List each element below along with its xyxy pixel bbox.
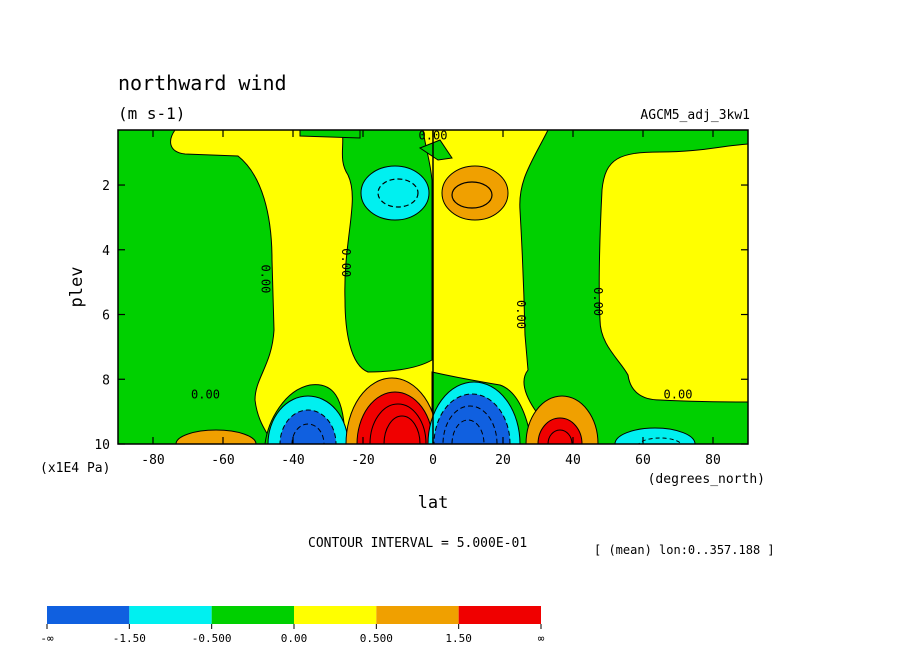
x-tick-label: 60: [635, 453, 651, 468]
legend-label: 1.50: [445, 632, 472, 645]
contour-label: 0.00: [339, 248, 353, 277]
jet-red-tropics-s-c2: [383, 415, 421, 444]
legend-label: -∞: [40, 632, 54, 645]
legend-label: ∞: [538, 632, 545, 645]
jet-blue-sh-inner: [291, 423, 325, 444]
contour-label: 0.00: [259, 264, 273, 293]
x-tick-label: -80: [141, 453, 164, 468]
x-tick-label: 40: [565, 453, 581, 468]
y-tick-label: 10: [94, 438, 110, 453]
contour-label: 0.00: [664, 388, 693, 402]
contour-interval: CONTOUR INTERVAL = 5.000E-01: [308, 536, 527, 551]
x-tick-label: 20: [495, 453, 511, 468]
contour-label: 0.00: [591, 287, 605, 316]
x-axis-units: (degrees_north): [648, 472, 765, 487]
contour-labels: 0.000.000.000.00 0.000.00 0.00: [191, 129, 692, 402]
chart-title: northward wind: [118, 71, 287, 95]
jet-red-nh-inner: [547, 429, 573, 444]
jet-blue-tropics-n: [433, 393, 511, 444]
chart-units: (m s-1): [118, 104, 185, 123]
y-axis: 2 4 6 8 10: [94, 179, 748, 453]
cell-cyan-upper-inner: [377, 178, 419, 208]
cell-orange-upper-inner: [451, 181, 493, 209]
y-axis-units: (x1E4 Pa): [40, 461, 110, 476]
x-axis-label: lat: [418, 493, 449, 513]
mean-info: [ (mean) lon:0..357.188 ]: [594, 543, 775, 557]
cell-orange-upper: [441, 165, 509, 221]
contour-label: 0.00: [191, 388, 220, 402]
contour-label: 0.00: [514, 300, 528, 329]
color-legend: -∞ -1.50 -0.500 0.00 0.500 1.50 ∞: [40, 606, 545, 645]
legend-label: 0.500: [360, 632, 393, 645]
jet-orange-sh-far: [175, 429, 257, 444]
legend-swatch: [211, 606, 294, 624]
x-tick-label: -40: [281, 453, 304, 468]
field-green-nh: [519, 130, 748, 444]
legend-label: 0.00: [281, 632, 308, 645]
legend-swatch: [47, 606, 130, 624]
x-axis: -80 -60 -40 -20 0 20 40 60 80: [141, 130, 721, 468]
cell-cyan-upper: [360, 165, 430, 221]
y-tick-label: 4: [102, 244, 110, 259]
legend-swatch: [458, 606, 541, 624]
legend-swatch: [294, 606, 377, 624]
legend-label: -1.50: [113, 632, 146, 645]
y-tick-label: 2: [102, 179, 110, 194]
x-tick-label: -60: [211, 453, 234, 468]
x-tick-label: 0: [429, 453, 437, 468]
x-tick-label: -20: [351, 453, 374, 468]
x-tick-label: 80: [705, 453, 721, 468]
y-tick-label: 6: [102, 309, 110, 324]
jet-blue-tropics-n-c1: [442, 405, 498, 444]
experiment-label: AGCM5_adj_3kw1: [640, 108, 750, 123]
legend-label: -0.500: [192, 632, 232, 645]
field-green-sh: [118, 130, 275, 444]
legend-swatch: [129, 606, 212, 624]
jet-cyan-nh-far: [614, 427, 696, 444]
legend-swatch: [376, 606, 459, 624]
y-axis-label: plev: [67, 267, 87, 308]
plot-area: [118, 130, 748, 444]
y-tick-label: 8: [102, 373, 110, 388]
jet-red-tropics-s-c1: [369, 403, 427, 444]
